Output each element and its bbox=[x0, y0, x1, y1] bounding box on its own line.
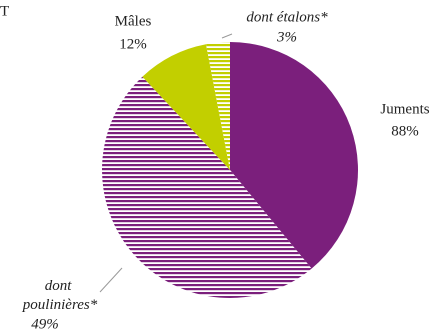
pie-sub-slice bbox=[206, 42, 230, 170]
slice-value-label: 88% bbox=[391, 123, 419, 139]
part-value-label: 3% bbox=[276, 29, 297, 45]
slice-label: Mâles bbox=[115, 13, 152, 29]
slice-label: Juments bbox=[380, 101, 429, 117]
leader-line bbox=[99, 267, 123, 293]
pie-sub-slice bbox=[102, 76, 312, 298]
chart-title: T bbox=[0, 3, 9, 19]
pie-slice bbox=[230, 42, 358, 269]
part-label: dont poulinières* bbox=[22, 278, 98, 313]
part-label: dont étalons* bbox=[246, 9, 328, 25]
slice-value-label: 12% bbox=[119, 36, 147, 52]
pie-slice bbox=[142, 44, 230, 171]
part-value-label: 49% bbox=[31, 316, 59, 331]
leader-line bbox=[221, 33, 233, 39]
